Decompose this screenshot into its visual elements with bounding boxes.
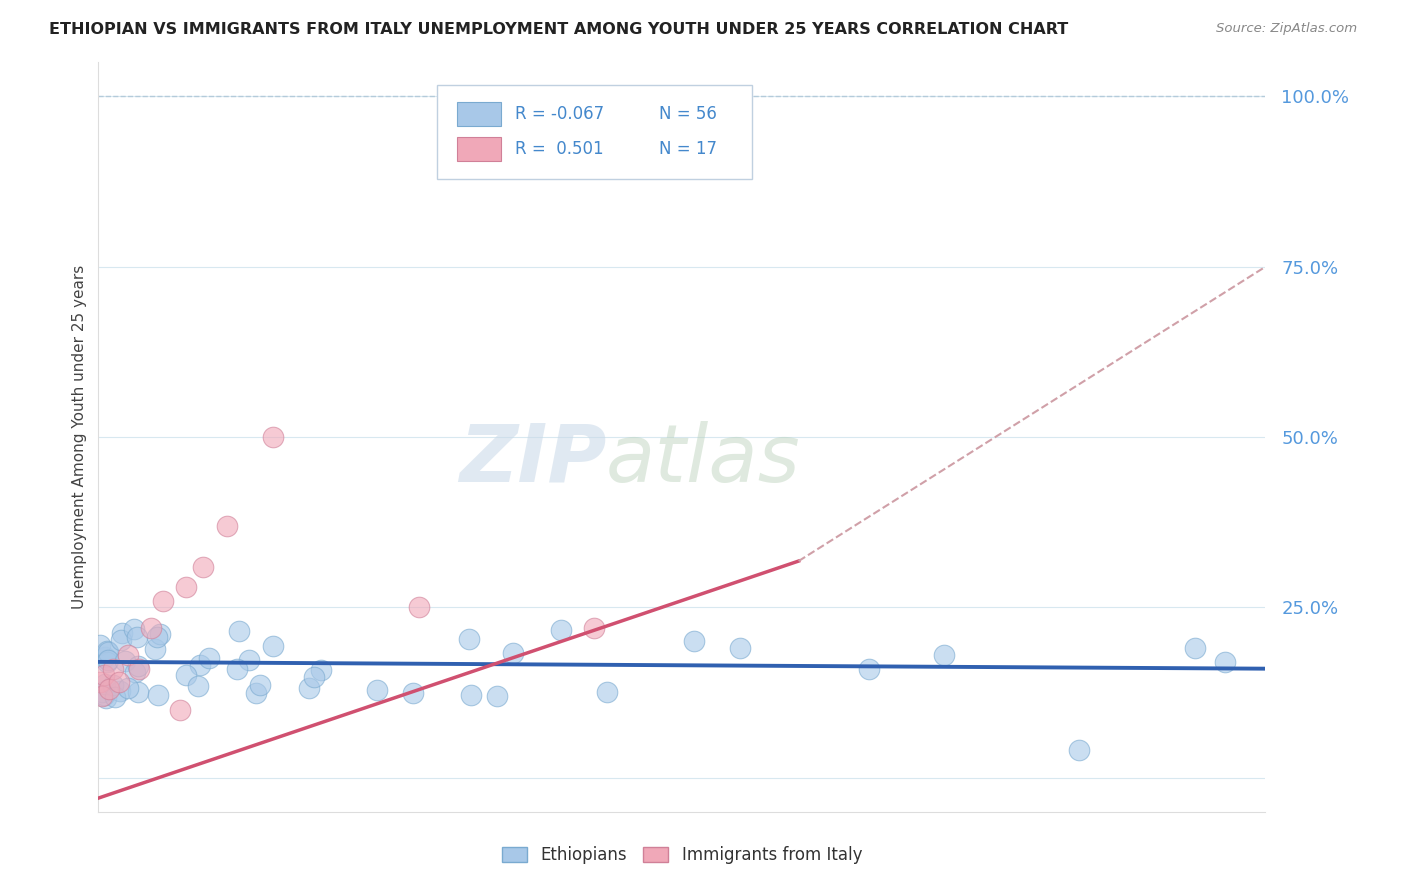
Text: Source: ZipAtlas.com: Source: ZipAtlas.com — [1216, 22, 1357, 36]
Point — [93, 689, 115, 703]
Text: atlas: atlas — [606, 420, 801, 499]
Point — [94, 650, 117, 665]
Point — [408, 600, 430, 615]
Point — [550, 624, 572, 638]
FancyBboxPatch shape — [457, 137, 501, 161]
Point — [226, 662, 249, 676]
Point — [117, 648, 139, 662]
Point — [152, 593, 174, 607]
Point — [91, 685, 114, 699]
Point — [94, 677, 117, 691]
Point — [96, 655, 118, 669]
Point — [458, 632, 481, 647]
Point — [1213, 655, 1236, 669]
Point — [93, 668, 115, 682]
Point — [188, 658, 211, 673]
Point — [127, 659, 149, 673]
Point — [174, 668, 197, 682]
Point — [94, 690, 117, 705]
Point — [146, 631, 169, 645]
Point — [309, 663, 332, 677]
FancyBboxPatch shape — [457, 103, 501, 126]
Point — [502, 646, 524, 660]
Text: N = 56: N = 56 — [658, 105, 717, 123]
Point — [228, 624, 250, 638]
Text: R =  0.501: R = 0.501 — [515, 140, 603, 159]
Legend: Ethiopians, Immigrants from Italy: Ethiopians, Immigrants from Italy — [495, 839, 869, 871]
Point — [122, 622, 145, 636]
FancyBboxPatch shape — [437, 85, 752, 178]
Point — [187, 679, 209, 693]
Point — [215, 518, 238, 533]
Point — [485, 689, 508, 703]
Point — [97, 682, 120, 697]
Point — [1067, 743, 1090, 757]
Point — [858, 662, 880, 676]
Point — [263, 430, 285, 444]
Point — [193, 559, 215, 574]
Point — [460, 688, 482, 702]
Point — [149, 627, 172, 641]
Point — [97, 645, 120, 659]
Point — [583, 621, 606, 635]
Point — [1184, 641, 1206, 656]
Point — [169, 702, 191, 716]
Point — [402, 686, 425, 700]
Point — [934, 648, 956, 662]
Point — [596, 685, 619, 699]
Point — [197, 651, 219, 665]
Point — [97, 653, 120, 667]
Point — [249, 678, 271, 692]
Point — [111, 626, 134, 640]
Point — [143, 642, 166, 657]
Point — [298, 681, 321, 695]
Point — [238, 653, 260, 667]
Point — [108, 675, 131, 690]
Text: ETHIOPIAN VS IMMIGRANTS FROM ITALY UNEMPLOYMENT AMONG YOUTH UNDER 25 YEARS CORRE: ETHIOPIAN VS IMMIGRANTS FROM ITALY UNEMP… — [49, 22, 1069, 37]
Point — [96, 644, 118, 658]
Point — [110, 684, 132, 698]
Point — [139, 621, 162, 635]
Point — [148, 688, 170, 702]
Text: N = 17: N = 17 — [658, 140, 717, 159]
Point — [174, 580, 197, 594]
Point — [245, 685, 267, 699]
Point — [110, 632, 132, 647]
Point — [682, 634, 704, 648]
Point — [263, 639, 285, 653]
Point — [89, 675, 111, 690]
Point — [128, 662, 150, 676]
Point — [124, 665, 146, 680]
Point — [302, 670, 325, 684]
Point — [125, 630, 148, 644]
Point — [117, 681, 139, 696]
Point — [366, 682, 388, 697]
Point — [104, 690, 127, 705]
Point — [89, 638, 111, 652]
Y-axis label: Unemployment Among Youth under 25 years: Unemployment Among Youth under 25 years — [72, 265, 87, 609]
Point — [101, 662, 124, 676]
Point — [730, 641, 752, 656]
Text: R = -0.067: R = -0.067 — [515, 105, 605, 123]
Point — [114, 654, 136, 668]
Text: ZIP: ZIP — [458, 420, 606, 499]
Point — [90, 689, 112, 703]
Point — [103, 678, 125, 692]
Point — [127, 685, 149, 699]
